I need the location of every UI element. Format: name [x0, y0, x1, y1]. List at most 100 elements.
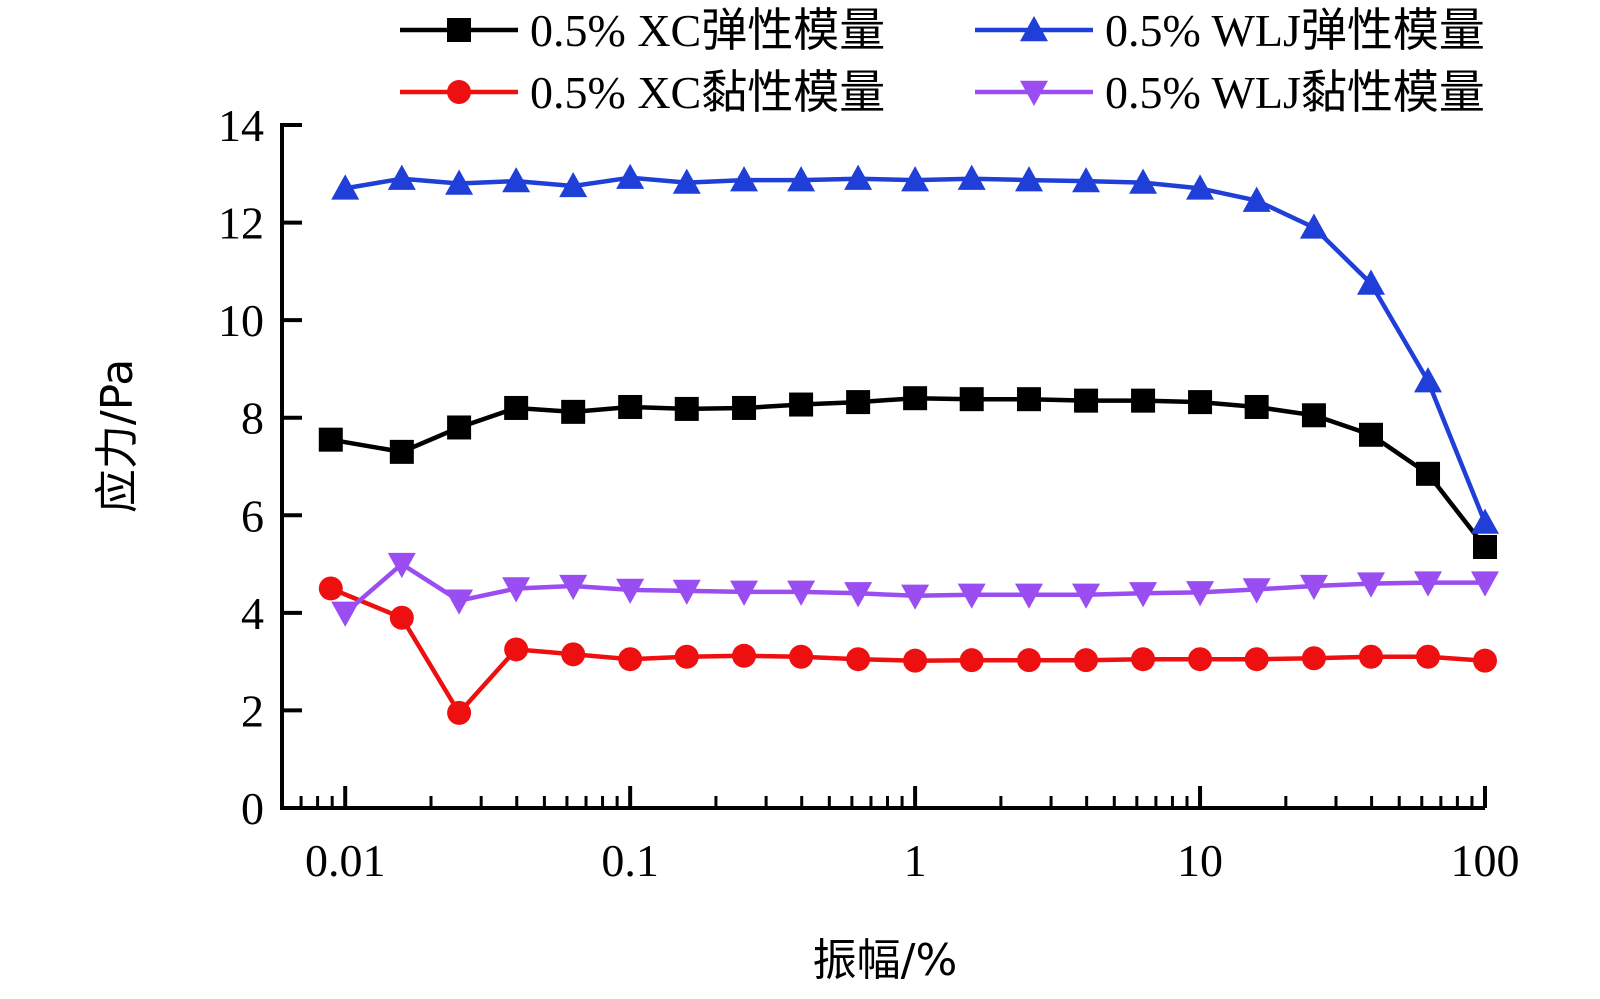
data-point [1242, 186, 1271, 212]
data-point [787, 166, 816, 192]
legend-entry-1: 0.5% WLJ弹性模量 [975, 5, 1485, 56]
data-point [1301, 646, 1326, 671]
data-point [1473, 534, 1497, 559]
plot-area [318, 163, 1499, 725]
data-point [1074, 388, 1099, 413]
data-point [1471, 571, 1499, 597]
data-point [318, 576, 343, 601]
series-3 [331, 552, 1499, 627]
data-point [387, 164, 416, 190]
data-point [618, 647, 643, 672]
x-tick-label: 1 [904, 835, 927, 886]
data-point [1414, 367, 1443, 393]
y-tick-label: 12 [218, 198, 264, 249]
data-point [1020, 16, 1048, 42]
data-point [1129, 582, 1158, 608]
data-point [502, 167, 531, 193]
data-point [674, 644, 699, 669]
data-point [618, 394, 643, 419]
data-point [561, 399, 586, 424]
data-point [561, 642, 586, 667]
legend-label: 0.5% XC弹性模量 [530, 5, 885, 56]
axes: 0 2 4 6 8 10 12 14 0.01 0.1 1 10 100 [218, 100, 1520, 886]
legend: 0.5% XC弹性模量 0.5% WLJ弹性模量 0.5% XC黏性模量 0.5% W… [400, 5, 1485, 118]
data-point [1131, 388, 1156, 413]
x-tick-label: 10 [1177, 835, 1223, 886]
data-point [1414, 571, 1443, 597]
data-point [1072, 583, 1101, 609]
data-point [389, 605, 414, 630]
x-axis-title: 振幅/% [813, 935, 958, 986]
data-point [1356, 269, 1385, 295]
data-point [1358, 422, 1383, 447]
data-point [504, 637, 529, 662]
legend-label: 0.5% XC黏性模量 [530, 67, 885, 118]
data-point [1242, 578, 1271, 604]
data-point [1131, 647, 1156, 672]
data-point [1244, 647, 1269, 672]
data-point [846, 390, 871, 415]
data-point [959, 648, 984, 673]
data-point [445, 169, 474, 195]
data-point [389, 439, 414, 464]
data-point [1471, 508, 1499, 534]
data-point [1358, 644, 1383, 669]
x-tick-label: 0.01 [305, 835, 386, 886]
data-point [732, 643, 757, 668]
data-point [844, 582, 873, 608]
data-point [1129, 168, 1158, 194]
data-point [1299, 213, 1328, 239]
y-tick-label: 14 [218, 100, 264, 151]
y-tick-label: 4 [241, 588, 264, 639]
data-point [957, 583, 986, 609]
data-point [331, 174, 360, 200]
legend-label: 0.5% WLJ黏性模量 [1105, 67, 1485, 118]
data-point [1186, 581, 1215, 607]
data-point [901, 584, 930, 610]
data-point [445, 589, 474, 615]
series-2 [318, 576, 1497, 725]
data-point [846, 647, 871, 672]
data-point [504, 395, 529, 420]
data-point [903, 386, 928, 411]
data-point [559, 574, 588, 601]
data-point [1016, 648, 1041, 673]
legend-label: 0.5% WLJ弹性模量 [1105, 5, 1485, 56]
y-tick-label: 0 [241, 783, 264, 834]
data-point [789, 644, 814, 669]
data-point [674, 396, 699, 421]
y-tick-label: 8 [241, 393, 264, 444]
data-point [672, 168, 701, 194]
y-axis-title: 应力/Pa [92, 359, 143, 513]
y-tick-label: 10 [218, 295, 264, 346]
data-point [1473, 648, 1497, 673]
data-point [903, 648, 928, 673]
data-point [447, 18, 471, 42]
series-0 [318, 386, 1497, 559]
data-point [1020, 80, 1048, 106]
data-point [1416, 461, 1441, 486]
data-point [957, 164, 986, 190]
data-point [1186, 174, 1215, 200]
data-point [1244, 394, 1269, 419]
data-point [1301, 403, 1326, 428]
legend-entry-0: 0.5% XC弹性模量 [400, 5, 885, 56]
data-point [447, 700, 472, 725]
data-point [1188, 647, 1213, 672]
data-point [1016, 387, 1041, 412]
data-point [331, 601, 360, 627]
data-point [787, 580, 816, 606]
data-point [1356, 572, 1385, 598]
data-point [672, 579, 701, 605]
data-point [318, 427, 343, 452]
data-point [789, 392, 814, 417]
data-point [1074, 648, 1099, 673]
data-point [844, 164, 873, 190]
x-tick-label: 0.1 [601, 835, 659, 886]
data-point [1014, 166, 1043, 192]
data-point [730, 580, 759, 606]
data-point [732, 395, 757, 420]
data-point [616, 163, 645, 189]
data-point [959, 387, 984, 412]
